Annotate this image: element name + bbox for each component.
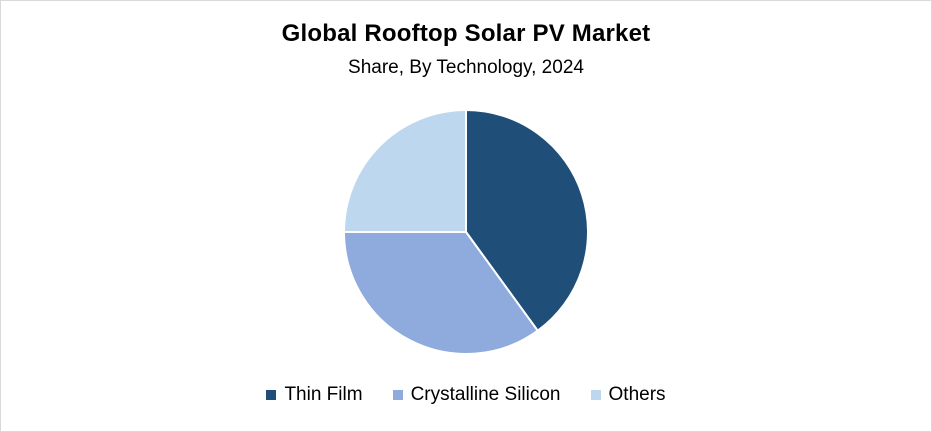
legend-label-thin-film: Thin Film: [284, 384, 363, 405]
legend-swatch-others: [590, 390, 601, 400]
legend-label-others: Others: [608, 384, 666, 405]
legend-item-thin-film: Thin Film: [266, 384, 363, 406]
chart-legend: Thin Film Crystalline Silicon Others: [0, 384, 932, 406]
chart-title: Global Rooftop Solar PV Market: [281, 20, 651, 47]
chart-subtitle: Share, By Technology, 2024: [348, 57, 584, 78]
legend-swatch-crystalline-silicon: [392, 390, 403, 400]
pie-slice-others: [343, 109, 467, 233]
legend-label-crystalline-silicon: Crystalline Silicon: [410, 384, 561, 405]
legend-item-crystalline-silicon: Crystalline Silicon: [392, 384, 561, 406]
legend-swatch-thin-film: [266, 390, 277, 400]
pie-slice-thin-film: [465, 109, 589, 332]
legend-item-others: Others: [590, 384, 666, 406]
pie-slice-crystalline-silicon: [343, 231, 539, 355]
